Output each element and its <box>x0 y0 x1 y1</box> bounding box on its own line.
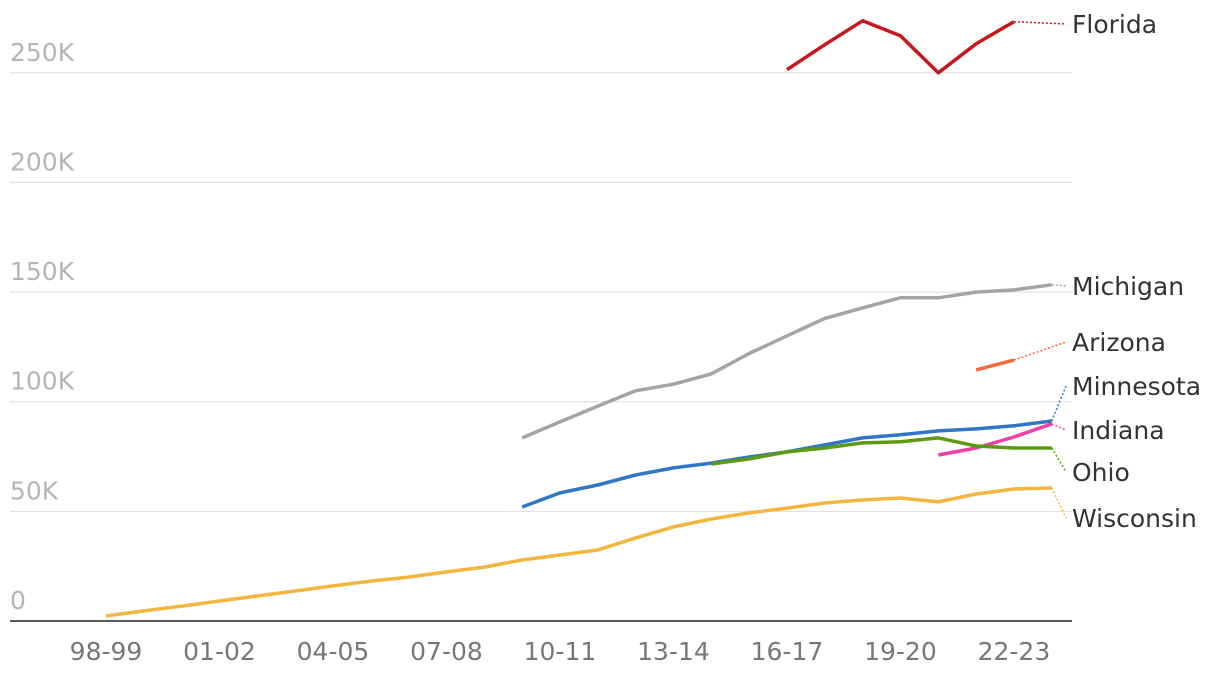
leader-line <box>1013 20 1067 25</box>
series-label: Indiana <box>1072 416 1165 445</box>
y-tick-label: 250K <box>10 38 75 67</box>
x-tick-label: 98-99 <box>70 637 143 666</box>
leader-line <box>1051 284 1067 287</box>
leader-line <box>1051 487 1067 519</box>
y-tick-label: 50K <box>10 476 59 505</box>
y-tick-label: 0 <box>10 586 26 615</box>
series-line <box>975 358 1015 372</box>
x-tick-label: 16-17 <box>751 637 824 666</box>
y-tick-label: 150K <box>10 257 75 286</box>
x-tick-label: 04-05 <box>297 637 370 666</box>
leader-line <box>1013 341 1067 361</box>
series-label: Wisconsin <box>1072 504 1197 533</box>
series-label: Arizona <box>1072 328 1166 357</box>
x-tick-label: 10-11 <box>524 637 597 666</box>
leader-line <box>1051 385 1067 422</box>
y-tick-label: 100K <box>10 367 75 396</box>
series-label: Florida <box>1072 10 1157 39</box>
x-tick-label: 19-20 <box>864 637 937 666</box>
x-tick-label: 07-08 <box>410 637 483 666</box>
x-tick-label: 22-23 <box>978 637 1051 666</box>
x-tick-label: 13-14 <box>637 637 710 666</box>
series-label: Minnesota <box>1072 372 1201 401</box>
series-line <box>937 422 1053 457</box>
series-line <box>521 283 1053 440</box>
leader-line <box>1051 423 1067 431</box>
series-line <box>711 436 1052 466</box>
x-tick-label: 01-02 <box>183 637 256 666</box>
leader-line <box>1051 447 1067 473</box>
series-label: Ohio <box>1072 458 1130 487</box>
series-line <box>785 19 1015 75</box>
series-line <box>105 486 1052 618</box>
y-tick-label: 200K <box>10 147 75 176</box>
series-label: Michigan <box>1072 272 1184 301</box>
